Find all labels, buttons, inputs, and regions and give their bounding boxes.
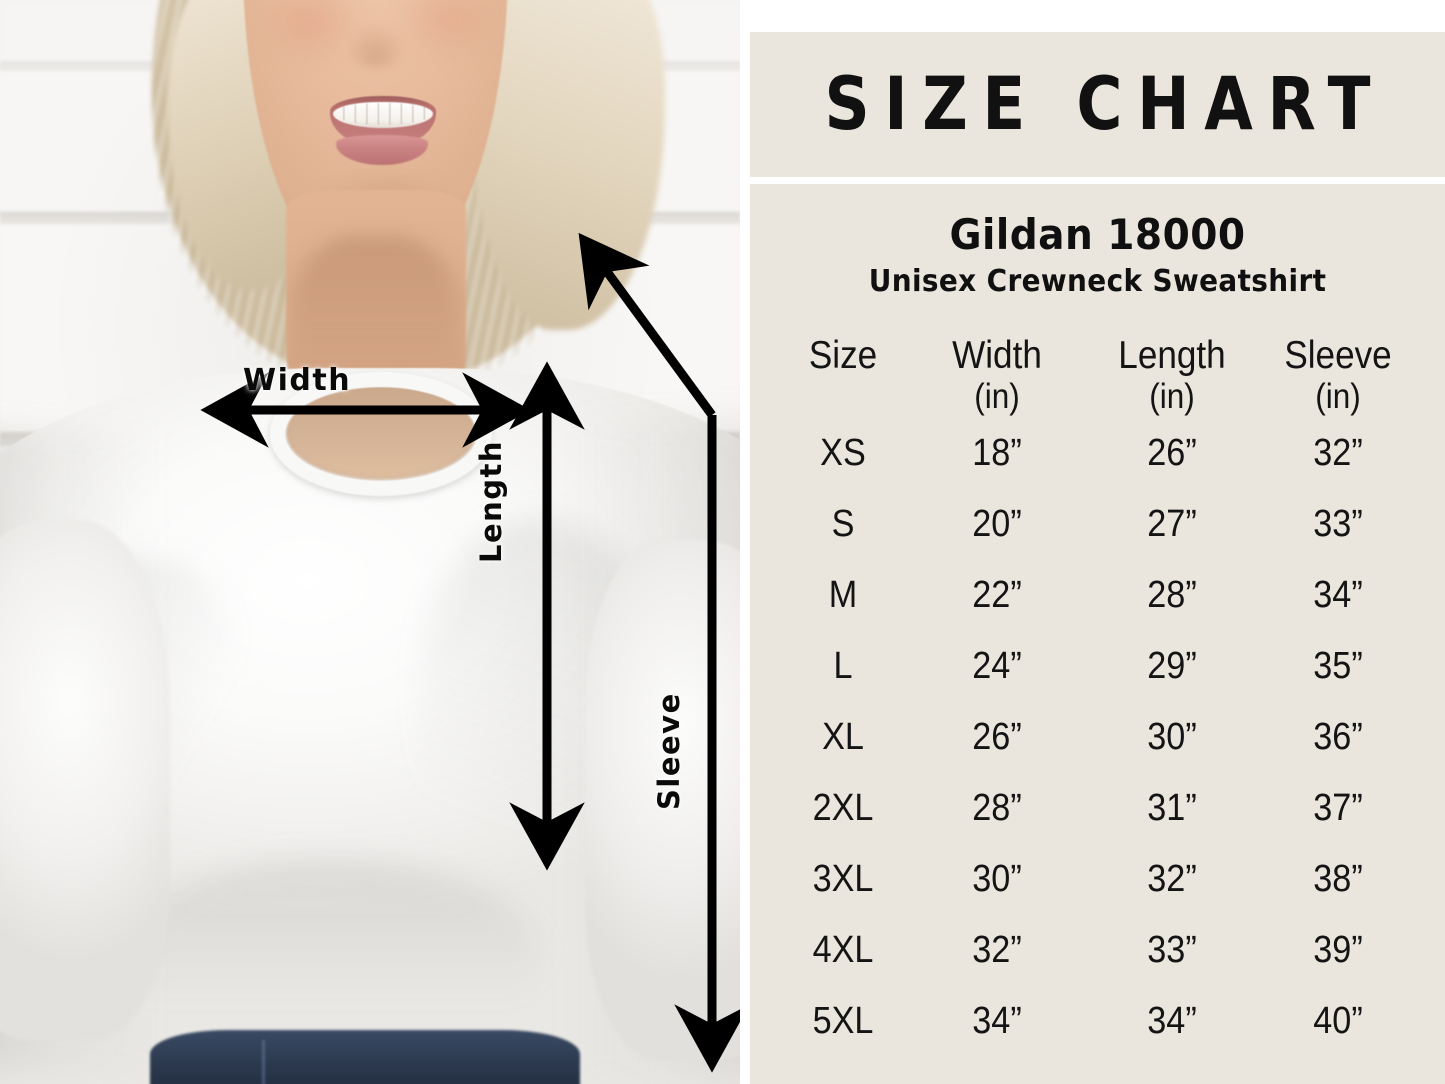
cell-size: 5XL: [812, 1000, 874, 1043]
cell-length: 26”: [1147, 432, 1197, 475]
product-brand: Gildan 18000: [949, 210, 1246, 259]
cell-width: 30”: [972, 858, 1022, 901]
cell-width: 26”: [972, 716, 1022, 759]
sleeve-label: Sleeve: [652, 692, 686, 810]
cell-width: 20”: [972, 503, 1022, 546]
cell-length: 31”: [1147, 787, 1197, 830]
size-chart-panel: SIZE CHART Gildan 18000 Unisex Crewneck …: [750, 0, 1445, 1084]
sweatshirt-fold-3: [120, 860, 540, 1050]
model-jeans-seam: [262, 1040, 265, 1084]
model-jeans: [150, 1030, 580, 1084]
model-teeth-gaps: [333, 103, 433, 125]
cell-size: M: [828, 574, 858, 617]
cell-size: L: [833, 645, 853, 688]
column-header-sleeve: Sleeve (in): [1284, 334, 1392, 416]
table-row: L 24” 29” 35”: [778, 631, 1418, 702]
cell-sleeve: 36”: [1313, 716, 1363, 759]
cell-size: S: [831, 503, 855, 546]
table-row: 3XL 30” 32” 38”: [778, 844, 1418, 915]
sweatshirt-sleeve-left: [0, 520, 170, 1040]
cell-width: 34”: [972, 1000, 1022, 1043]
product-name: Unisex Crewneck Sweatshirt: [868, 264, 1327, 299]
cell-width: 24”: [972, 645, 1022, 688]
cell-length: 33”: [1147, 929, 1197, 972]
cell-width: 18”: [972, 432, 1022, 475]
model-nose: [345, 22, 407, 68]
cell-sleeve: 38”: [1313, 858, 1363, 901]
cell-length: 27”: [1147, 503, 1197, 546]
cell-length: 28”: [1147, 574, 1197, 617]
cell-width: 22”: [972, 574, 1022, 617]
table-row: 2XL 28” 31” 37”: [778, 773, 1418, 844]
page-title: SIZE CHART: [824, 62, 1386, 147]
cell-length: 32”: [1147, 858, 1197, 901]
cell-sleeve: 40”: [1313, 1000, 1363, 1043]
table-header-row: Size Width (in) Length (in) Sleeve: [778, 336, 1418, 418]
cell-size: XL: [822, 716, 864, 759]
cell-width: 32”: [972, 929, 1022, 972]
model-cheek-left: [258, 0, 363, 65]
table-row: XS 18” 26” 32”: [778, 418, 1418, 489]
sleeve-measure-arrow-diagonal: [578, 232, 716, 418]
table-row: S 20” 27” 33”: [778, 489, 1418, 560]
column-header-length: Length (in): [1118, 334, 1226, 416]
width-label: Width: [243, 363, 352, 398]
table-row: 5XL 34” 34” 40”: [778, 986, 1418, 1057]
cell-size: XS: [820, 432, 866, 475]
measurement-arrows: [200, 232, 740, 1073]
cell-size: 3XL: [812, 858, 874, 901]
cell-size: 2XL: [812, 787, 874, 830]
cell-length: 34”: [1147, 1000, 1197, 1043]
column-header-width: Width (in): [952, 334, 1042, 416]
size-chart-body: Gildan 18000 Unisex Crewneck Sweatshirt …: [750, 184, 1445, 1084]
size-chart-title-band: SIZE CHART: [750, 32, 1445, 177]
cell-sleeve: 39”: [1313, 929, 1363, 972]
cell-sleeve: 33”: [1313, 503, 1363, 546]
cell-length: 29”: [1147, 645, 1197, 688]
cell-sleeve: 37”: [1313, 787, 1363, 830]
cell-length: 30”: [1147, 716, 1197, 759]
cell-sleeve: 34”: [1313, 574, 1363, 617]
table-row: 4XL 32” 33” 39”: [778, 915, 1418, 986]
table-row: XL 26” 30” 36”: [778, 702, 1418, 773]
column-header-size: Size: [808, 334, 878, 377]
cell-sleeve: 35”: [1313, 645, 1363, 688]
table-row: M 22” 28” 34”: [778, 560, 1418, 631]
product-photo: Width Length Sleeve: [0, 0, 740, 1084]
size-table: Size Width (in) Length (in) Sleeve: [778, 336, 1418, 1057]
cell-width: 28”: [972, 787, 1022, 830]
length-label: Length: [474, 439, 508, 563]
cell-size: 4XL: [812, 929, 874, 972]
cell-sleeve: 32”: [1313, 432, 1363, 475]
